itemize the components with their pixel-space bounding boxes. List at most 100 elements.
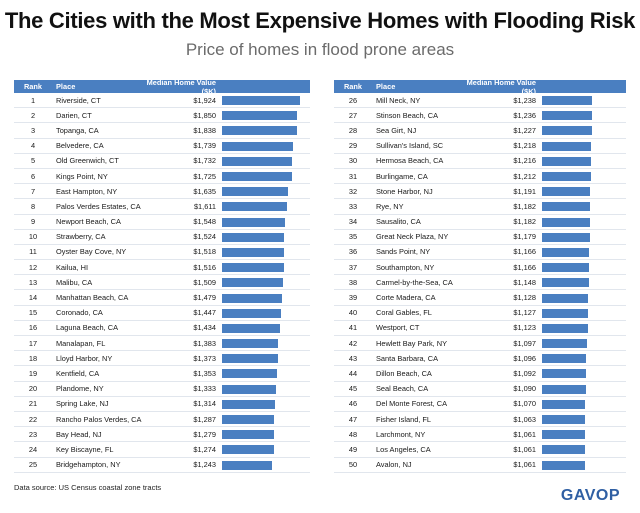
place-cell: Malibu, CA — [56, 277, 93, 287]
value-bar — [542, 293, 588, 303]
table-row: 38 Carmel-by-the-Sea, CA $1,148 — [334, 275, 626, 291]
place-cell: Southampton, NY — [376, 262, 435, 272]
header-place: Place — [376, 82, 396, 91]
value-bar — [222, 430, 274, 440]
rank-cell: 16 — [28, 323, 38, 333]
rank-cell: 34 — [348, 217, 358, 227]
value-bar — [542, 323, 588, 333]
value-label: $1,123 — [513, 323, 536, 333]
bar-cell — [536, 95, 626, 106]
bar-cell — [216, 368, 310, 379]
bar-cell — [536, 399, 626, 409]
value-bar — [222, 278, 284, 288]
place-cell: Sea Girt, NJ — [376, 125, 417, 135]
rank-cell: 39 — [348, 293, 358, 303]
place-cell: Larchmont, NY — [376, 429, 426, 439]
bar-cell — [216, 444, 310, 455]
bar-cell — [216, 293, 310, 303]
value-label: $1,635 — [193, 186, 216, 196]
value-bar — [222, 460, 273, 470]
bar-cell — [216, 201, 310, 212]
table-row: 46 Del Monte Forest, CA $1,070 — [334, 397, 626, 412]
value-bar — [222, 369, 277, 379]
value-bar — [542, 445, 585, 455]
bar-cell — [216, 125, 310, 136]
value-bar — [542, 217, 590, 227]
value-label: $1,243 — [193, 460, 216, 470]
place-cell: Seal Beach, CA — [376, 384, 429, 394]
value-label: $1,314 — [193, 399, 216, 409]
rank-cell: 4 — [30, 141, 36, 151]
rank-cell: 24 — [28, 444, 38, 454]
value-bar — [222, 141, 293, 151]
rank-cell: 13 — [28, 277, 38, 287]
table-row: 49 Los Angeles, CA $1,061 — [334, 442, 626, 458]
rank-cell: 46 — [348, 399, 358, 409]
bar-cell — [536, 414, 626, 425]
rank-cell: 14 — [28, 293, 38, 303]
value-bar — [542, 247, 590, 257]
bar-cell — [216, 384, 310, 394]
bar-cell — [536, 201, 626, 212]
table-row: 27 Stinson Beach, CA $1,236 — [334, 108, 626, 124]
bar-cell — [536, 262, 626, 273]
value-label: $1,092 — [513, 368, 536, 378]
rank-cell: 44 — [348, 368, 358, 378]
header-value: Median Home Value ($K) — [146, 77, 216, 96]
bar-cell — [216, 353, 310, 364]
place-cell: Westport, CT — [376, 323, 420, 333]
place-cell: Oyster Bay Cove, NY — [56, 247, 127, 257]
rank-cell: 33 — [348, 201, 358, 211]
table-row: 37 Southampton, NY $1,166 — [334, 260, 626, 276]
table-row: 29 Sullivan's Island, SC $1,218 — [334, 139, 626, 154]
value-label: $1,434 — [193, 323, 216, 333]
table-row: 13 Malibu, CA $1,509 — [14, 275, 310, 291]
bar-cell — [536, 384, 626, 394]
table-body-left: 1 Riverside, CT $1,924 2 Darien, CT $1,850 3 To… — [14, 93, 310, 473]
value-bar — [542, 384, 587, 394]
table-row: 18 Lloyd Harbor, NY $1,373 — [14, 351, 310, 367]
rank-cell: 20 — [28, 384, 38, 394]
place-cell: Palos Verdes Estates, CA — [56, 201, 141, 211]
value-label: $1,182 — [513, 201, 536, 211]
table-row: 12 Kailua, HI $1,516 — [14, 260, 310, 276]
value-label: $1,924 — [193, 95, 216, 105]
rank-cell: 5 — [30, 156, 36, 166]
place-cell: Spring Lake, NJ — [56, 399, 109, 409]
value-bar — [222, 323, 281, 333]
value-label: $1,333 — [193, 384, 216, 394]
bar-cell — [216, 429, 310, 440]
value-label: $1,732 — [193, 156, 216, 166]
rank-cell: 19 — [28, 368, 38, 378]
place-cell: Kings Point, NY — [56, 171, 108, 181]
rank-cell: 11 — [29, 247, 37, 257]
bar-cell — [536, 186, 626, 197]
value-label: $1,524 — [193, 232, 216, 242]
table-row: 35 Great Neck Plaza, NY $1,179 — [334, 230, 626, 245]
table-row: 22 Rancho Palos Verdes, CA $1,287 — [14, 412, 310, 428]
bar-cell — [536, 353, 626, 364]
value-label: $1,090 — [513, 384, 536, 394]
value-label: $1,216 — [513, 156, 536, 166]
table-row: 34 Sausalito, CA $1,182 — [334, 215, 626, 230]
value-label: $1,373 — [193, 353, 216, 363]
bar-cell — [216, 232, 310, 242]
value-bar — [542, 415, 586, 425]
table-body-right: 26 Mill Neck, NY $1,238 27 Stinson Beach, CA… — [334, 93, 626, 473]
place-cell: Bay Head, NJ — [56, 429, 102, 439]
value-bar — [542, 202, 590, 212]
table-row: 8 Palos Verdes Estates, CA $1,611 — [14, 199, 310, 215]
table-row: 41 Westport, CT $1,123 — [334, 321, 626, 336]
rank-cell: 2 — [30, 110, 36, 120]
place-cell: Stone Harbor, NJ — [376, 186, 433, 196]
brand-logo: GAVOP — [560, 487, 620, 504]
table-row: 20 Plandome, NY $1,333 — [14, 382, 310, 397]
place-cell: Hermosa Beach, CA — [376, 156, 444, 166]
value-bar — [222, 445, 274, 455]
bar-cell — [216, 186, 310, 197]
place-cell: Corte Madera, CA — [376, 293, 436, 303]
rank-cell: 15 — [28, 308, 38, 318]
value-label: $1,166 — [513, 247, 536, 257]
value-label: $1,191 — [513, 186, 536, 196]
place-cell: Newport Beach, CA — [56, 217, 121, 227]
